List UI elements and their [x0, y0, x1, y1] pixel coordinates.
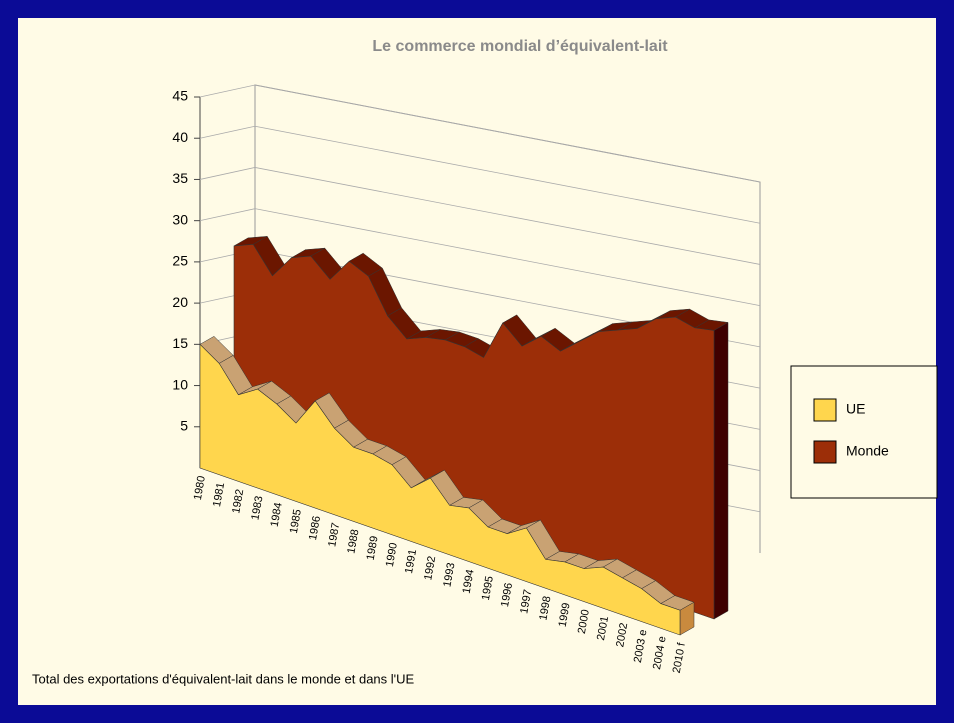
y-tick-label: 45	[172, 88, 188, 104]
x-tick-label: 1984	[269, 502, 285, 528]
grid-line	[199, 167, 761, 265]
x-tick-label: 1988	[345, 528, 361, 554]
area	[199, 343, 681, 636]
x-tick-label: 1997	[518, 589, 534, 615]
x-tick-label: 1994	[461, 568, 477, 594]
legend-swatch	[813, 398, 837, 422]
x-tick-label: 1987	[326, 522, 342, 548]
x-tick-label: 2000	[576, 609, 592, 635]
x-tick-label: 1980	[192, 475, 208, 501]
x-tick-label: 2003 e	[632, 629, 650, 664]
y-tick-label: 10	[172, 376, 188, 392]
footnote: Total des exportations d'équivalent-lait…	[32, 671, 415, 686]
y-tick-label: 30	[172, 211, 188, 227]
area	[233, 244, 715, 620]
y-tick-label: 25	[172, 253, 188, 269]
x-tick-label: 1996	[499, 582, 515, 608]
x-tick-label: 1986	[307, 515, 323, 541]
legend-label: Monde	[846, 443, 889, 459]
x-tick-label: 2001	[595, 615, 611, 641]
legend-swatch	[813, 440, 837, 464]
grid-line	[199, 125, 761, 224]
area-side	[713, 322, 729, 620]
x-tick-label: 2004 e	[651, 635, 669, 670]
x-tick-label: 1993	[441, 562, 457, 588]
y-tick-label: 20	[172, 294, 188, 310]
y-tick-label: 5	[180, 417, 188, 433]
y-tick-label: 15	[172, 335, 188, 351]
x-tick-label: 1983	[249, 495, 265, 521]
y-tick-label: 40	[172, 129, 188, 145]
x-tick-label: 1990	[384, 542, 400, 568]
x-tick-label: 1989	[365, 535, 381, 561]
grid-line	[199, 84, 761, 183]
x-tick-label: 1995	[480, 575, 496, 601]
x-tick-label: 2010 f	[671, 641, 688, 674]
x-tick-label: 1999	[557, 602, 573, 628]
x-tick-label: 1998	[537, 595, 553, 621]
y-tick-label: 35	[172, 170, 188, 186]
legend	[790, 365, 938, 499]
legend-label: UE	[846, 401, 865, 417]
x-tick-label: 1982	[230, 488, 246, 514]
grid-line	[199, 208, 761, 307]
x-tick-label: 1991	[403, 548, 419, 574]
chart-title: Le commerce mondial d’équivalent-lait	[372, 38, 668, 55]
x-tick-label: 1992	[422, 555, 438, 581]
x-tick-label: 2002	[614, 622, 630, 648]
x-tick-label: 1981	[211, 482, 227, 508]
x-tick-label: 1985	[288, 508, 304, 534]
